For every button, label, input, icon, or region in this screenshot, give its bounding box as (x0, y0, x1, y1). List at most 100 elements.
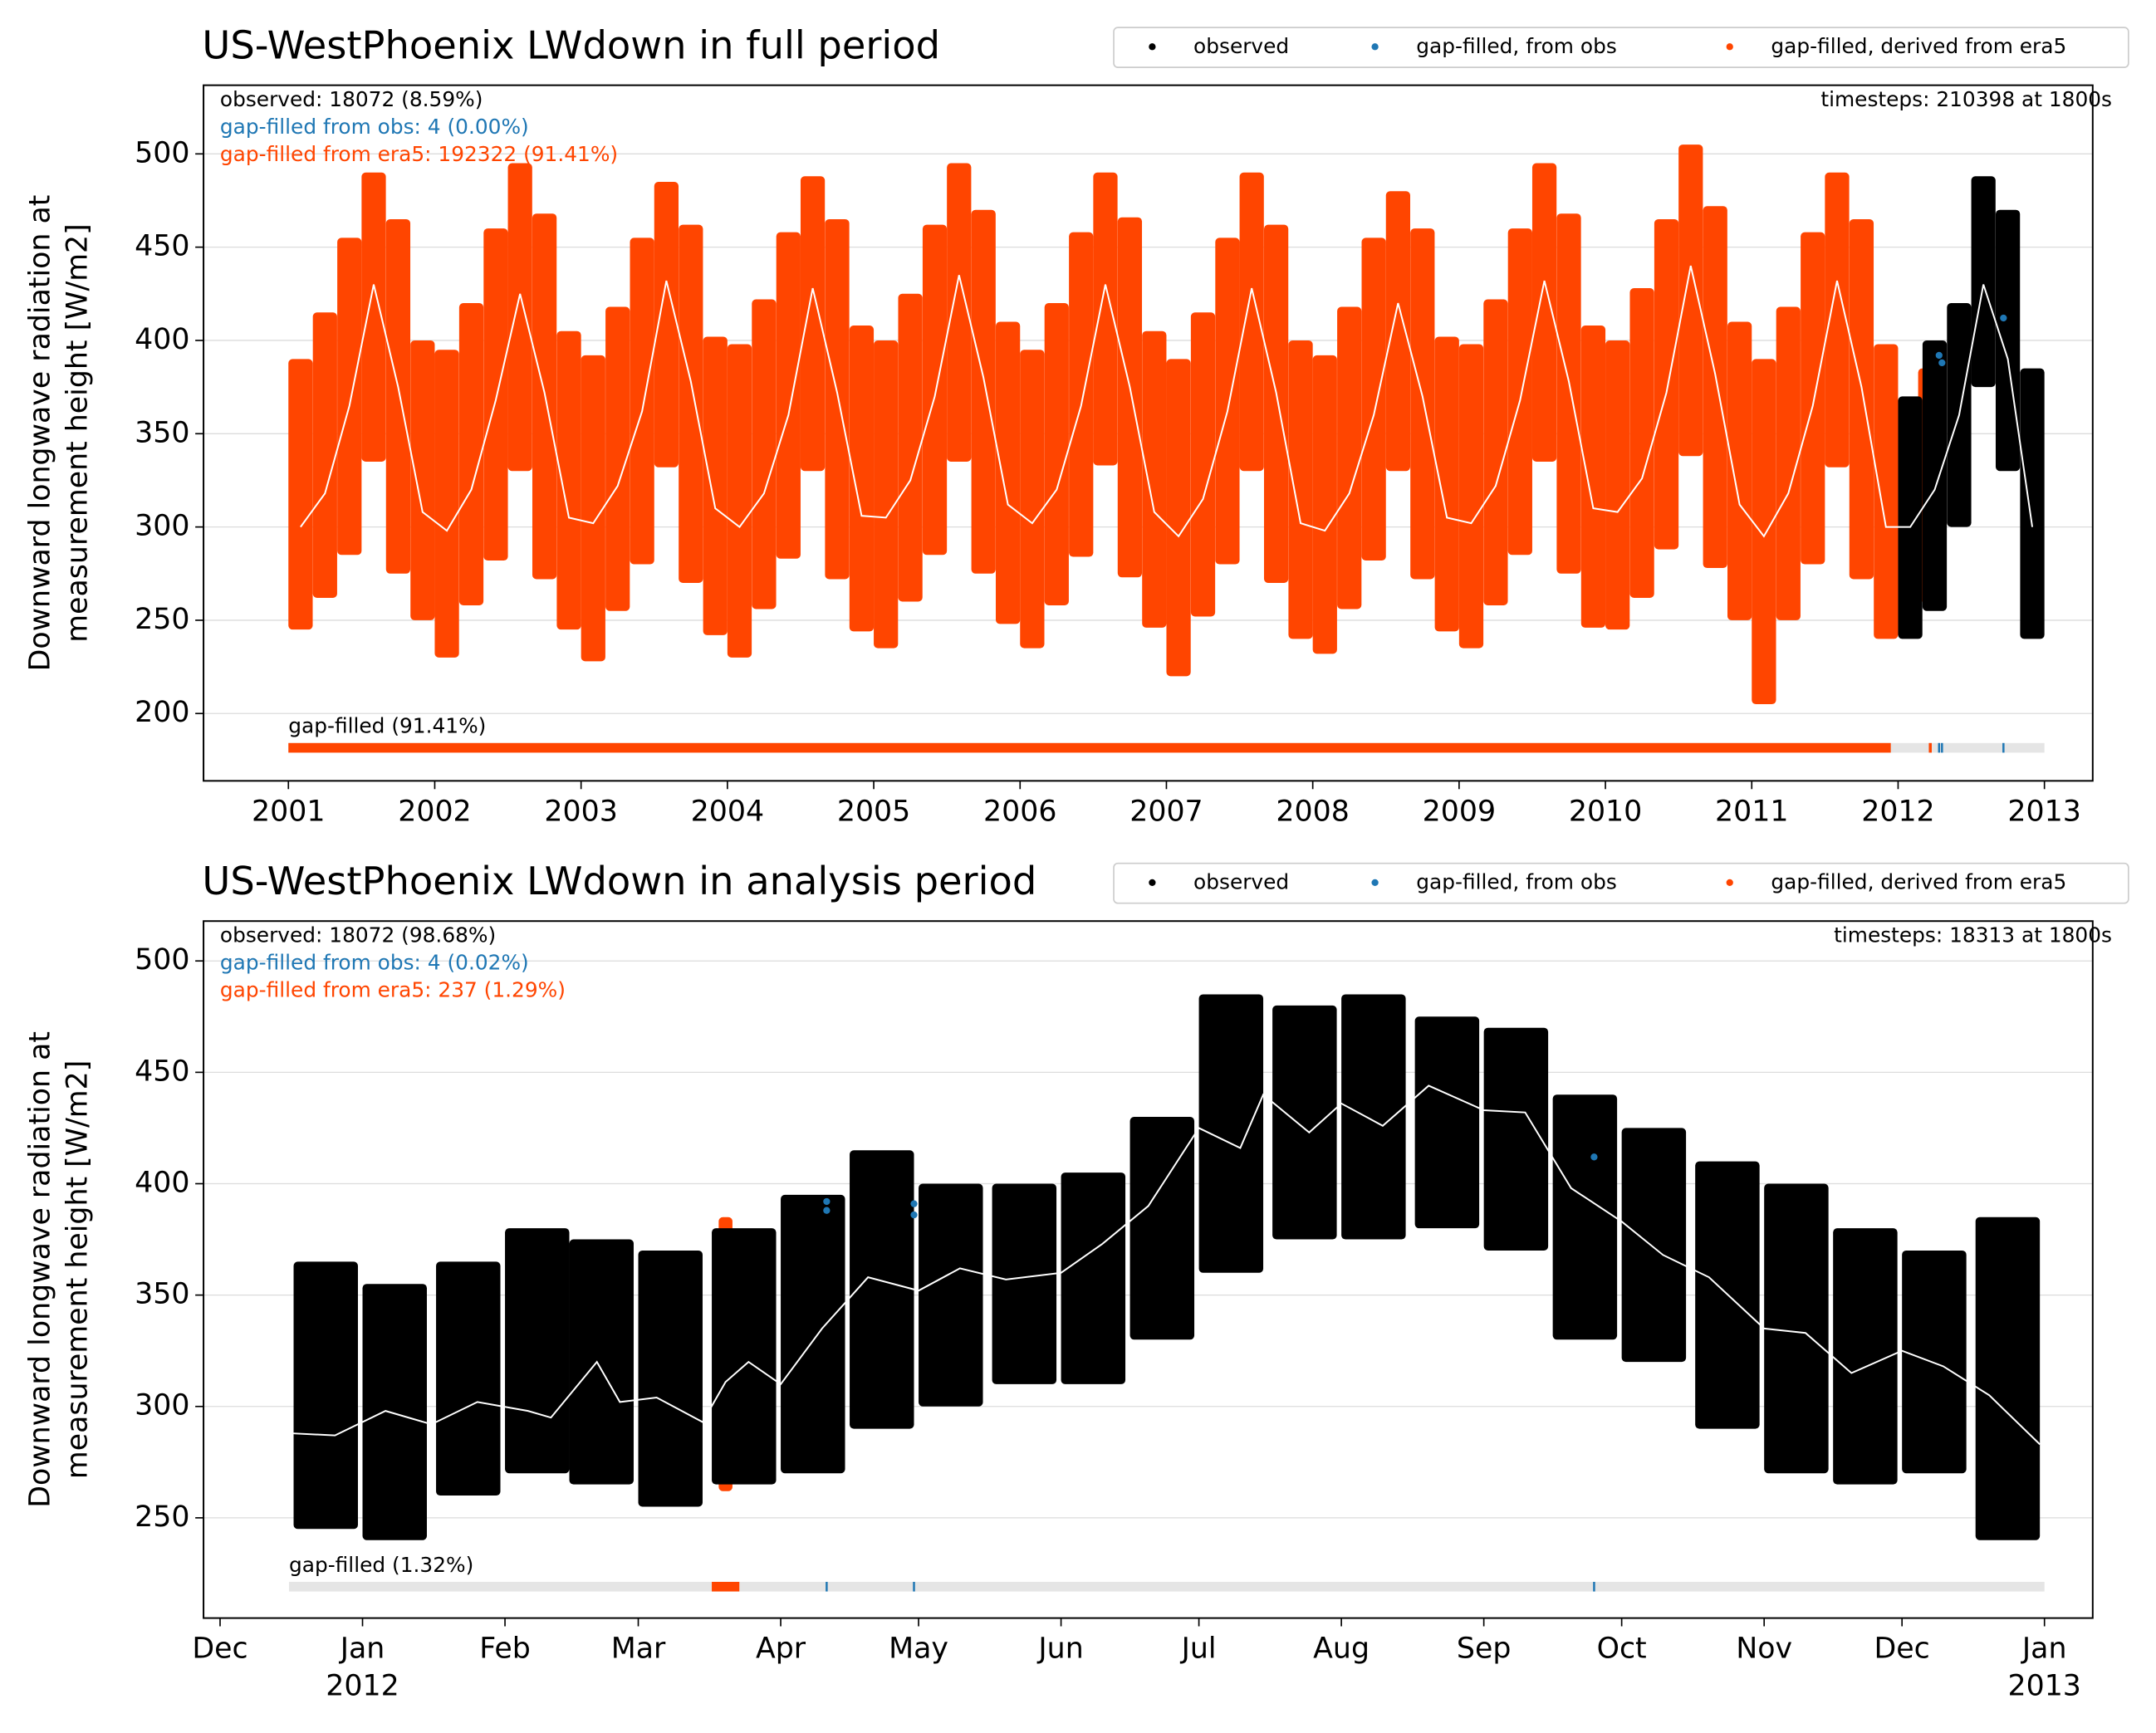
data-range (1654, 218, 1679, 550)
x-tick-label: Dec (192, 1633, 247, 1666)
x-tick-label: 2009 (1423, 795, 1496, 828)
data-range (556, 330, 581, 630)
data-range (1069, 232, 1094, 557)
panel: US-WestPhoenix LWdown in full period Down… (24, 22, 2129, 828)
y-tick-label: 400 (135, 1166, 189, 1199)
data-range (1288, 340, 1313, 639)
data-range (874, 340, 899, 649)
data-range (825, 218, 850, 580)
data-range (1849, 218, 1874, 580)
data-range (1410, 228, 1435, 580)
data-range (1263, 224, 1289, 584)
x-year-label: 2013 (2007, 1669, 2080, 1702)
mean-line (300, 265, 2034, 538)
data-range (850, 1150, 914, 1429)
data-range (1922, 340, 1948, 611)
x-tick-label: Mar (611, 1633, 666, 1666)
data-range (638, 1250, 703, 1507)
y-tick-label: 350 (135, 416, 189, 449)
data-range (679, 224, 703, 584)
stat-text: observed: 18072 (98.68%) (220, 923, 496, 947)
x-tick-label: 2012 (1861, 795, 1934, 828)
data-range (1337, 306, 1362, 609)
panel-title: US-WestPhoenix LWdown in analysis period (202, 859, 1036, 903)
data-point (1938, 359, 1946, 367)
data-range (1483, 1027, 1549, 1251)
data-range (1142, 330, 1167, 628)
data-range (1902, 1250, 1967, 1474)
data-range (1044, 303, 1069, 605)
data-point (2000, 314, 2007, 322)
data-range (1995, 209, 2021, 472)
data-range (1531, 163, 1557, 462)
x-tick-label: 2002 (398, 795, 471, 828)
data-range (1727, 321, 1752, 620)
legend-marker (1371, 43, 1379, 51)
data-range (1341, 994, 1406, 1240)
x-tick-label: Aug (1313, 1633, 1370, 1666)
data-range (1825, 172, 1850, 468)
data-range (1752, 359, 1776, 705)
data-range (1272, 1005, 1337, 1240)
data-range (1552, 1094, 1618, 1340)
mean-line (288, 1084, 2041, 1446)
data-range (1833, 1228, 1898, 1485)
data-range (922, 224, 948, 556)
data-range (1971, 176, 1996, 388)
data-range (483, 228, 508, 561)
x-tick-label: May (889, 1633, 948, 1666)
data-range (1678, 144, 1703, 457)
data-point (823, 1197, 831, 1206)
x-tick-label: 2010 (1569, 795, 1642, 828)
data-range (1361, 237, 1386, 561)
x-tick-label: 2007 (1129, 795, 1203, 828)
gap-segment (2002, 742, 2005, 753)
data-range (654, 182, 679, 468)
data-range (1215, 237, 1240, 565)
legend-label: observed (1193, 34, 1289, 58)
stat-text: gap-filled from obs: 4 (0.00%) (220, 115, 529, 139)
x-tick-label: 2006 (983, 795, 1056, 828)
data-range (947, 163, 972, 462)
data-range (1166, 359, 1191, 677)
y-tick-label: 250 (135, 603, 189, 636)
panel-title: US-WestPhoenix LWdown in full period (202, 22, 940, 67)
data-range (362, 1284, 427, 1540)
x-tick-label: 2003 (544, 795, 617, 828)
x-tick-label: Jun (1036, 1633, 1083, 1666)
data-range (1458, 344, 1484, 649)
y-tick-label: 450 (135, 1055, 189, 1088)
data-range (1190, 312, 1216, 617)
x-tick-label: Jan (339, 1633, 385, 1666)
gap-segment (826, 1581, 828, 1592)
stat-text: gap-filled from era5: 192322 (91.41%) (220, 142, 618, 166)
y-tick-label: 400 (135, 323, 189, 356)
y-axis-label: Downward longwave radiation at (24, 1031, 57, 1508)
y-tick-label: 350 (135, 1278, 189, 1311)
data-range (630, 237, 654, 565)
legend-box (1113, 862, 2129, 904)
x-tick-label: 2013 (2007, 795, 2080, 828)
legend-box (1113, 27, 2129, 68)
data-range (727, 344, 752, 658)
data-range (1483, 299, 1508, 605)
data-range (1605, 340, 1630, 630)
data-point (910, 1211, 918, 1219)
data-range (1580, 325, 1606, 628)
data-range (1020, 350, 1045, 649)
data-range (288, 359, 313, 630)
x-tick-label: Apr (756, 1633, 806, 1666)
gap-segment (288, 1581, 2045, 1592)
data-range (1312, 355, 1337, 654)
y-tick-label: 500 (135, 136, 189, 169)
data-range (385, 218, 411, 574)
data-range (581, 355, 605, 662)
data-range (971, 209, 996, 574)
gap-segment (712, 1581, 740, 1592)
data-point (1935, 351, 1943, 360)
timesteps-text: timesteps: 18313 at 1800s (1834, 923, 2112, 947)
data-range (1129, 1117, 1195, 1340)
data-range (293, 1261, 358, 1530)
data-range (712, 1228, 777, 1485)
